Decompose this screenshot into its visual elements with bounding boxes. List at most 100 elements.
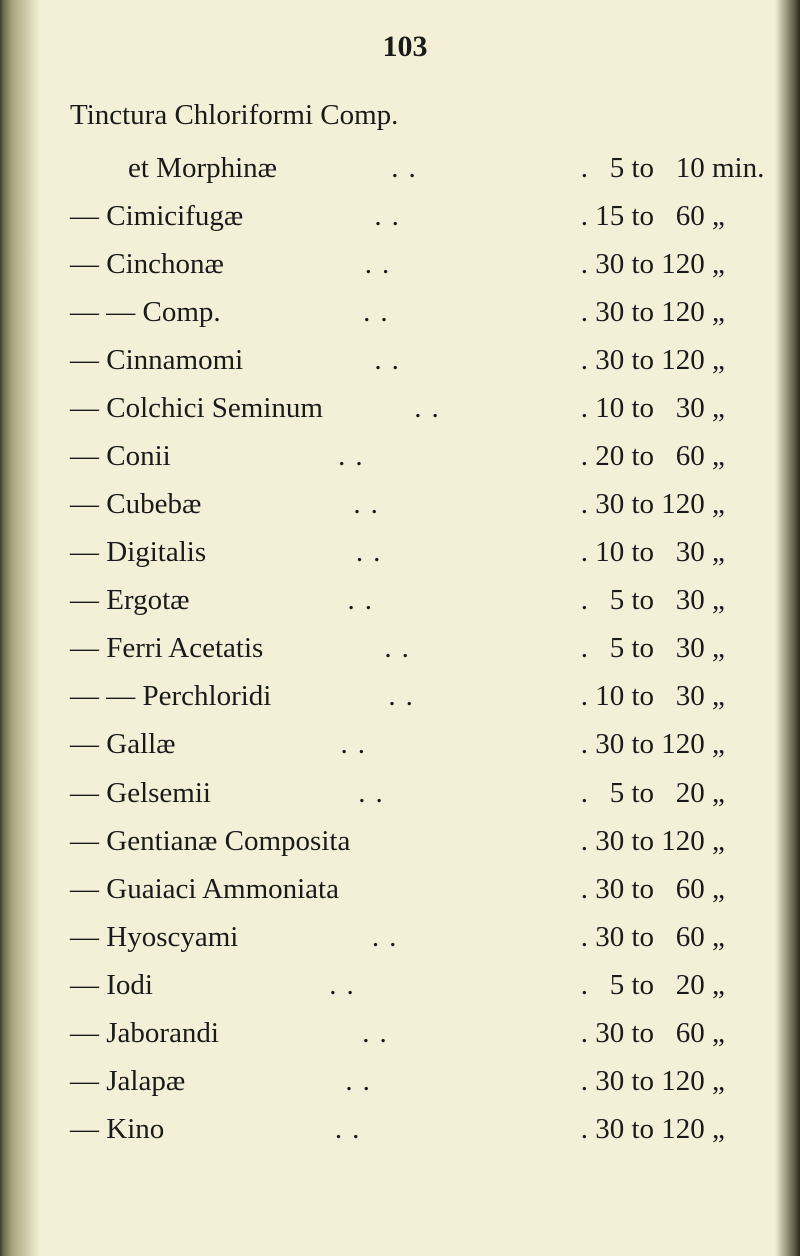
unit-mark: „ — [712, 1107, 740, 1151]
entry-range: . 5 to 10 min. — [540, 146, 740, 190]
unit-mark: min. — [712, 146, 740, 190]
leader-dots — [350, 819, 540, 863]
entry-range: . 5 to 30 „ — [540, 578, 740, 622]
entry-range: . 5 to 30 „ — [540, 626, 740, 670]
entry-row: — Ferri Acetatis... 5 to 30 „ — [70, 626, 740, 670]
unit-mark: „ — [712, 338, 740, 382]
leader-dots: .. — [171, 434, 540, 478]
unit-mark: „ — [712, 722, 740, 766]
entry-row: — — Comp.... 30 to 120 „ — [70, 290, 740, 334]
leader-dots: .. — [323, 386, 540, 430]
entry-label: — Gallæ — [70, 722, 176, 766]
leader-dots: .. — [221, 290, 540, 334]
entry-label: — Kino — [70, 1107, 164, 1151]
entry-label: — Digitalis — [70, 530, 206, 574]
entry-range: . 10 to 30 „ — [540, 530, 740, 574]
entry-range: . 5 to 20 „ — [540, 963, 740, 1007]
unit-mark: „ — [712, 819, 740, 863]
leader-dots: .. — [243, 194, 540, 238]
entry-range: . 30 to 120 „ — [540, 482, 740, 526]
entry-label: — Cinnamomi — [70, 338, 243, 382]
entry-row: — Ergotæ... 5 to 30 „ — [70, 578, 740, 622]
entry-label: — Colchici Seminum — [70, 386, 323, 430]
entry-row: — — Perchloridi... 10 to 30 „ — [70, 674, 740, 718]
entry-label: — Cimicifugæ — [70, 194, 243, 238]
entry-label: — Iodi — [70, 963, 153, 1007]
entry-label: et Morphinæ — [70, 146, 277, 190]
entry-row: — Cubebæ... 30 to 120 „ — [70, 482, 740, 526]
entry-row: — Digitalis... 10 to 30 „ — [70, 530, 740, 574]
unit-mark: „ — [712, 530, 740, 574]
entries-list: et Morphinæ... 5 to 10 min.— Cimicifugæ.… — [70, 146, 740, 1152]
entry-label: — — Comp. — [70, 290, 221, 334]
unit-mark: „ — [712, 290, 740, 334]
entry-range: . 20 to 60 „ — [540, 434, 740, 478]
unit-mark: „ — [712, 434, 740, 478]
leader-dots: .. — [201, 482, 540, 526]
leader-dots: .. — [206, 530, 540, 574]
unit-mark: „ — [712, 1059, 740, 1103]
leader-dots: .. — [164, 1107, 540, 1151]
entry-label: — Ferri Acetatis — [70, 626, 263, 670]
unit-mark: „ — [712, 482, 740, 526]
unit-mark: „ — [712, 674, 740, 718]
entry-row: — Gentianæ Composita . 30 to 120 „ — [70, 819, 740, 863]
entry-label: — Jaborandi — [70, 1011, 219, 1055]
unit-mark: „ — [712, 867, 740, 911]
entry-label: — Hyoscyami — [70, 915, 238, 959]
entry-label: — Gelsemii — [70, 771, 211, 815]
unit-mark: „ — [712, 963, 740, 1007]
unit-mark: „ — [712, 771, 740, 815]
entry-row: — Cinchonæ... 30 to 120 „ — [70, 242, 740, 286]
entry-row: — Kino... 30 to 120 „ — [70, 1107, 740, 1151]
entry-row: — Gallæ... 30 to 120 „ — [70, 722, 740, 766]
entry-row: — Hyoscyami... 30 to 60 „ — [70, 915, 740, 959]
entry-range: . 30 to 120 „ — [540, 338, 740, 382]
entry-label: — Cubebæ — [70, 482, 201, 526]
leader-dots: .. — [263, 626, 540, 670]
unit-mark: „ — [712, 194, 740, 238]
unit-mark: „ — [712, 242, 740, 286]
entry-range: . 5 to 20 „ — [540, 771, 740, 815]
entry-label: — Ergotæ — [70, 578, 190, 622]
entry-label: — Guaiaci Ammoniata — [70, 867, 339, 911]
entry-row: — Guaiaci Ammoniata . 30 to 60 „ — [70, 867, 740, 911]
entry-range: . 30 to 120 „ — [540, 290, 740, 334]
entry-row: — Jaborandi... 30 to 60 „ — [70, 1011, 740, 1055]
leader-dots: .. — [271, 674, 540, 718]
leader-dots: .. — [243, 338, 540, 382]
entry-range: . 10 to 30 „ — [540, 674, 740, 718]
entry-row: — Jalapæ... 30 to 120 „ — [70, 1059, 740, 1103]
leader-dots: .. — [277, 146, 540, 190]
entry-label: — Jalapæ — [70, 1059, 185, 1103]
entry-range: . 30 to 120 „ — [540, 819, 740, 863]
entry-row: — Gelsemii... 5 to 20 „ — [70, 771, 740, 815]
entry-label: — Cinchonæ — [70, 242, 224, 286]
leader-dots — [339, 867, 540, 911]
document-title: Tinctura Chloriformi Comp. — [70, 94, 740, 138]
unit-mark: „ — [712, 626, 740, 670]
entry-range: . 10 to 30 „ — [540, 386, 740, 430]
page-number: 103 — [70, 30, 740, 64]
entry-label: — Gentianæ Composita — [70, 819, 350, 863]
entry-range: . 30 to 60 „ — [540, 915, 740, 959]
leader-dots: .. — [238, 915, 540, 959]
entry-range: . 30 to 60 „ — [540, 867, 740, 911]
page-content: 103 Tinctura Chloriformi Comp. et Morphi… — [0, 0, 800, 1185]
entry-row: — Conii... 20 to 60 „ — [70, 434, 740, 478]
entry-label: — Conii — [70, 434, 171, 478]
entry-range: . 15 to 60 „ — [540, 194, 740, 238]
entry-label: — — Perchloridi — [70, 674, 271, 718]
entry-range: . 30 to 120 „ — [540, 1059, 740, 1103]
leader-dots: .. — [185, 1059, 540, 1103]
entry-row: et Morphinæ... 5 to 10 min. — [70, 146, 740, 190]
leader-dots: .. — [224, 242, 540, 286]
entry-range: . 30 to 120 „ — [540, 722, 740, 766]
entry-row: — Cimicifugæ... 15 to 60 „ — [70, 194, 740, 238]
entry-row: — Colchici Seminum... 10 to 30 „ — [70, 386, 740, 430]
unit-mark: „ — [712, 1011, 740, 1055]
leader-dots: .. — [211, 771, 540, 815]
entry-range: . 30 to 120 „ — [540, 242, 740, 286]
leader-dots: .. — [153, 963, 540, 1007]
unit-mark: „ — [712, 915, 740, 959]
